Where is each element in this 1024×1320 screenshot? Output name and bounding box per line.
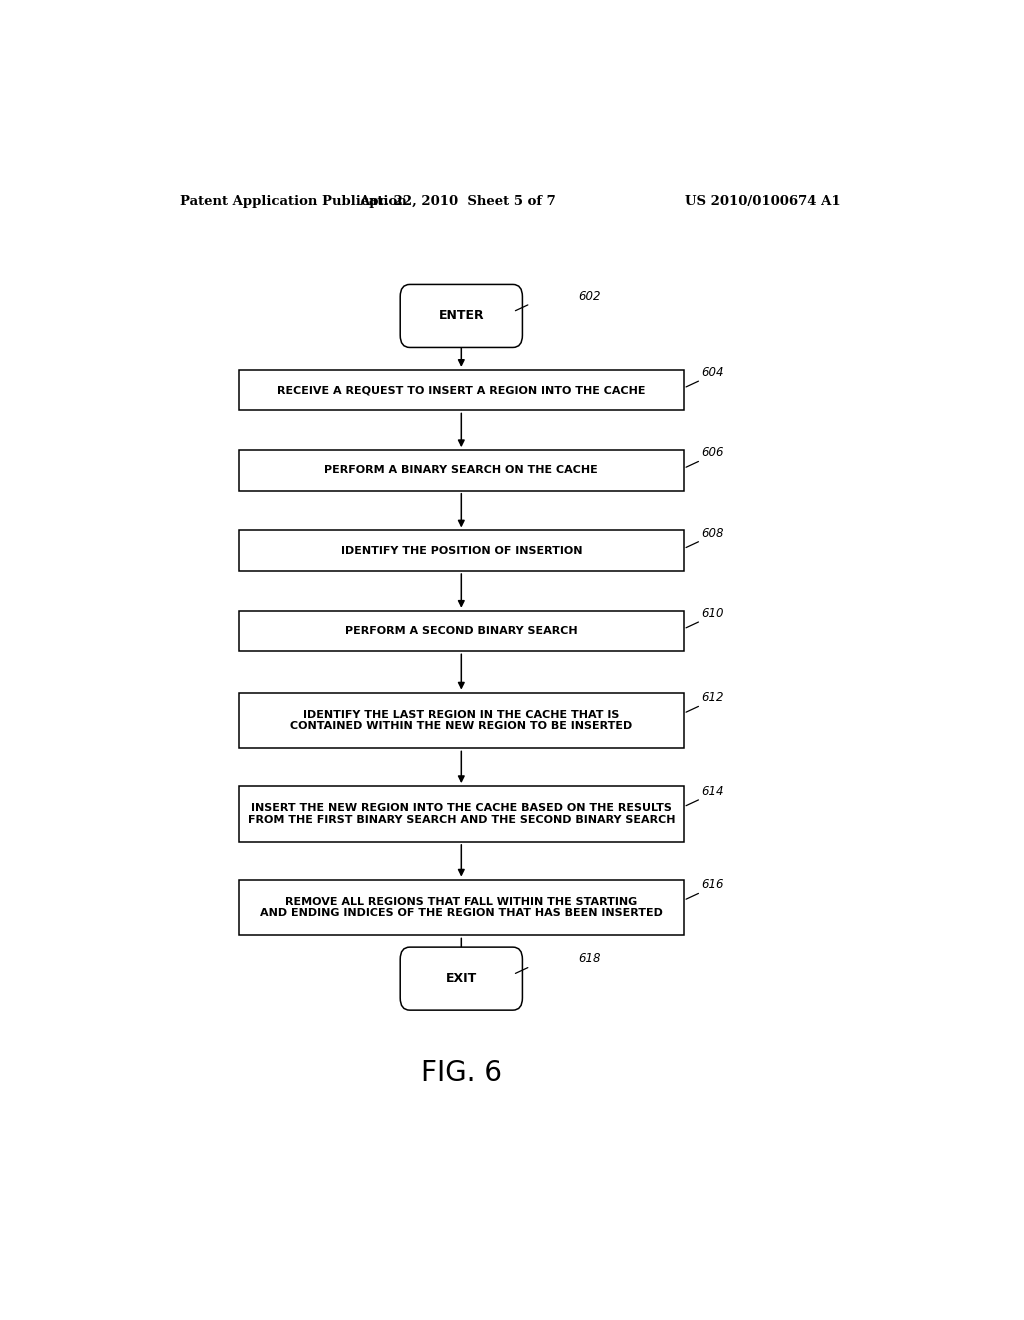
Bar	[239, 370, 684, 411]
Text: EXIT: EXIT	[445, 972, 477, 985]
Text: ENTER: ENTER	[438, 309, 484, 322]
Text: 606: 606	[701, 446, 724, 459]
Text: FIG. 6: FIG. 6	[421, 1059, 502, 1088]
Text: REMOVE ALL REGIONS THAT FALL WITHIN THE STARTING
AND ENDING INDICES OF THE REGIO: REMOVE ALL REGIONS THAT FALL WITHIN THE …	[260, 896, 663, 919]
Text: Patent Application Publication: Patent Application Publication	[179, 194, 407, 207]
Bar	[239, 611, 684, 651]
Text: 602: 602	[578, 289, 600, 302]
Text: 604: 604	[701, 366, 724, 379]
Bar	[239, 450, 684, 491]
Text: 612: 612	[701, 692, 724, 704]
Text: 608: 608	[701, 527, 724, 540]
Text: IDENTIFY THE POSITION OF INSERTION: IDENTIFY THE POSITION OF INSERTION	[341, 545, 582, 556]
Text: 614: 614	[701, 784, 724, 797]
Text: 610: 610	[701, 607, 724, 620]
Bar	[239, 879, 684, 936]
Text: INSERT THE NEW REGION INTO THE CACHE BASED ON THE RESULTS
FROM THE FIRST BINARY : INSERT THE NEW REGION INTO THE CACHE BAS…	[248, 803, 675, 825]
Text: 618: 618	[578, 953, 600, 965]
FancyBboxPatch shape	[400, 948, 522, 1010]
Text: RECEIVE A REQUEST TO INSERT A REGION INTO THE CACHE: RECEIVE A REQUEST TO INSERT A REGION INT…	[278, 385, 645, 395]
Bar	[239, 531, 684, 572]
Bar	[239, 693, 684, 748]
Text: IDENTIFY THE LAST REGION IN THE CACHE THAT IS
CONTAINED WITHIN THE NEW REGION TO: IDENTIFY THE LAST REGION IN THE CACHE TH…	[290, 710, 633, 731]
Text: PERFORM A SECOND BINARY SEARCH: PERFORM A SECOND BINARY SEARCH	[345, 626, 578, 636]
Text: PERFORM A BINARY SEARCH ON THE CACHE: PERFORM A BINARY SEARCH ON THE CACHE	[325, 466, 598, 475]
Text: US 2010/0100674 A1: US 2010/0100674 A1	[685, 194, 841, 207]
FancyBboxPatch shape	[400, 284, 522, 347]
Text: Apr. 22, 2010  Sheet 5 of 7: Apr. 22, 2010 Sheet 5 of 7	[359, 194, 556, 207]
Bar	[239, 785, 684, 842]
Text: 616: 616	[701, 878, 724, 891]
